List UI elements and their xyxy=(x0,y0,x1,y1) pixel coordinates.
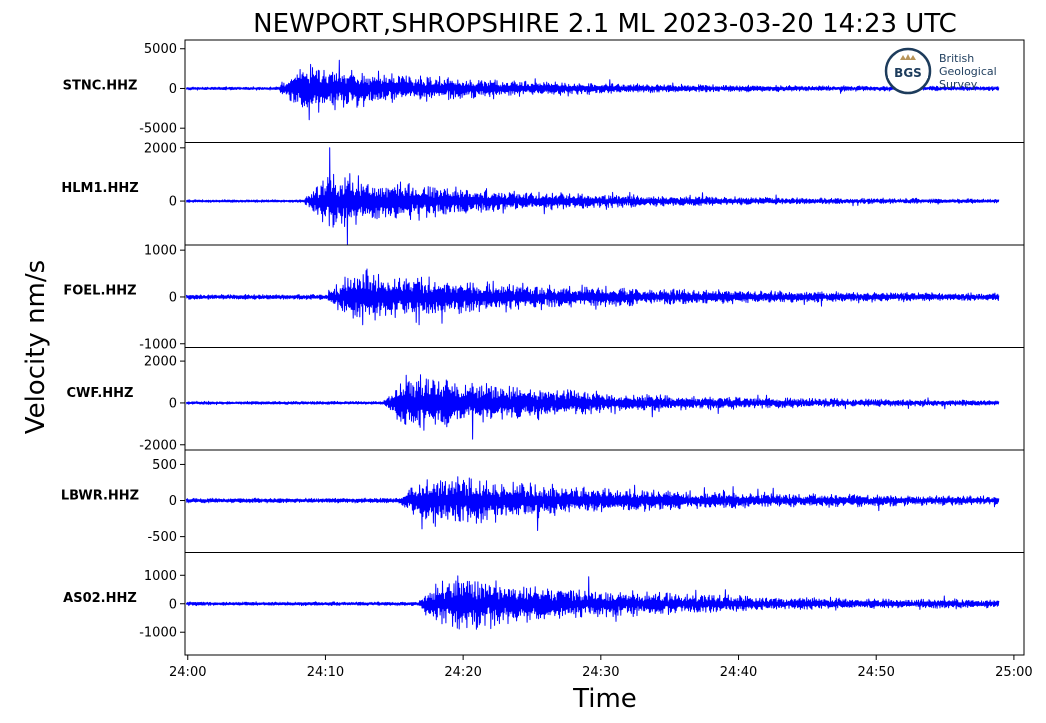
station-label: CWF.HHZ xyxy=(67,386,134,401)
station-label: AS02.HHZ xyxy=(63,591,137,606)
station-label: FOEL.HHZ xyxy=(63,283,136,298)
y-tick-label: -5000 xyxy=(139,122,177,137)
panel-frame xyxy=(184,552,1025,656)
trace-panels: STNC.HHZ50000-5000HLM1.HHZ20000FOEL.HHZ1… xyxy=(61,39,1025,656)
waveform-trace xyxy=(185,268,1000,326)
bgs-logo-line2: Geological xyxy=(939,65,997,78)
station-label: STNC.HHZ xyxy=(63,78,138,93)
x-axis: 24:00 24:10 24:20 24:30 24:40 24:50 25:00 xyxy=(169,655,1033,680)
trace-panel: CWF.HHZ 2000 0 -2000 xyxy=(67,347,1025,453)
waveform-trace xyxy=(185,147,1000,245)
x-tick-label: 24:20 xyxy=(444,665,481,680)
waveform-trace xyxy=(185,575,1000,630)
x-tick-label: 24:00 xyxy=(169,665,206,680)
y-tick-label: 0 xyxy=(169,82,177,97)
y-tick-label: 0 xyxy=(169,494,177,509)
y-tick-label: 0 xyxy=(169,396,177,411)
bgs-logo-line3: Survey xyxy=(939,78,978,91)
x-tick-label: 24:30 xyxy=(582,665,619,680)
crown-icon xyxy=(900,54,916,60)
x-tick-label: 24:40 xyxy=(720,665,757,680)
bgs-logo-line1: British xyxy=(939,52,974,65)
trace-panel: FOEL.HHZ 1000 0 -1000 xyxy=(63,244,1025,352)
y-axis-label: Velocity nm/s xyxy=(21,260,51,434)
bgs-logo: BGS British Geological Survey xyxy=(884,47,997,95)
panel-frame xyxy=(184,142,1025,246)
x-tick-label: 24:50 xyxy=(857,665,894,680)
station-label: LBWR.HHZ xyxy=(61,488,139,503)
y-tick-label: 500 xyxy=(152,458,177,473)
y-tick-label: -2000 xyxy=(139,438,177,453)
chart-title: NEWPORT,SHROPSHIRE 2.1 ML 2023-03-20 14:… xyxy=(253,9,957,39)
x-tick-label: 25:00 xyxy=(995,665,1032,680)
waveform-trace xyxy=(185,476,1000,531)
x-axis-label: Time xyxy=(572,684,637,714)
station-label: HLM1.HHZ xyxy=(61,181,138,196)
y-tick-label: 0 xyxy=(169,195,177,210)
x-tick-label: 24:10 xyxy=(307,665,344,680)
y-tick-label: 0 xyxy=(169,597,177,612)
y-tick-label: 1000 xyxy=(144,244,177,259)
y-tick-label: -500 xyxy=(147,530,177,545)
y-tick-label: -1000 xyxy=(139,337,177,352)
y-tick-label: -1000 xyxy=(139,626,177,641)
trace-panel: LBWR.HHZ 500 0 -500 xyxy=(61,449,1025,553)
bgs-logo-initials: BGS xyxy=(894,66,922,80)
trace-panel: HLM1.HHZ 2000 0 xyxy=(61,141,1025,246)
trace-panel: STNC.HHZ 5000 0 -5000 xyxy=(63,39,1025,143)
trace-panel: AS02.HHZ 1000 0 -1000 xyxy=(63,552,1025,656)
y-tick-label: 2000 xyxy=(144,355,177,370)
y-tick-label: 1000 xyxy=(144,569,177,584)
y-tick-label: 5000 xyxy=(144,42,177,57)
waveform-trace xyxy=(185,59,1000,121)
waveform-trace xyxy=(185,374,1000,440)
y-tick-label: 2000 xyxy=(144,141,177,156)
y-tick-label: 0 xyxy=(169,290,177,305)
